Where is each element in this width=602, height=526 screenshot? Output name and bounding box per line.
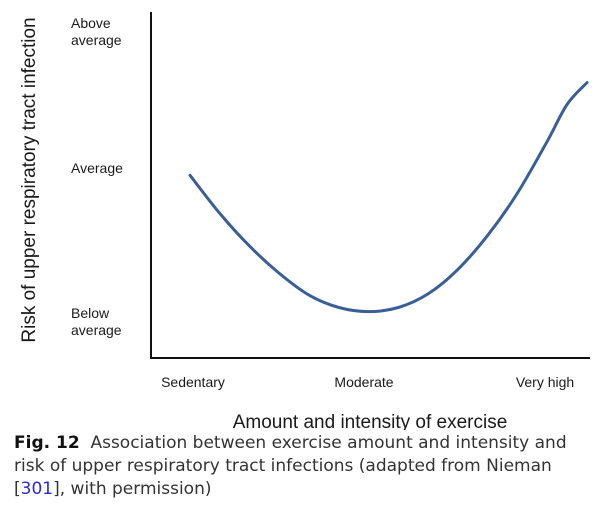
y-tick-label: average (71, 322, 122, 338)
x-axis-label: Amount and intensity of exercise (233, 412, 508, 430)
y-tick-label: Average (71, 160, 123, 176)
series-line (188, 81, 589, 314)
y-tick-label: Above (71, 15, 111, 31)
x-tick-labels: Sedentary Moderate Very high (161, 374, 574, 390)
caption-text: Association between exercise amount and … (14, 433, 567, 499)
reference-link[interactable]: 301 (20, 479, 54, 499)
x-tick-label: Sedentary (161, 374, 225, 390)
axes (150, 12, 590, 359)
y-axis-label: Risk of upper respiratory tract infectio… (19, 17, 40, 342)
y-tick-label: average (71, 32, 122, 48)
x-tick-label: Moderate (334, 374, 393, 390)
figure-label: Fig. 12 (14, 433, 80, 453)
chart: Risk of upper respiratory tract infectio… (19, 12, 590, 430)
figure-caption: Fig. 12 Association between exercise amo… (14, 432, 589, 501)
series-layer (188, 81, 589, 314)
x-tick-label: Very high (516, 374, 574, 390)
caption-text-end: ], with permission) (53, 479, 212, 499)
y-tick-label: Below (71, 305, 110, 321)
